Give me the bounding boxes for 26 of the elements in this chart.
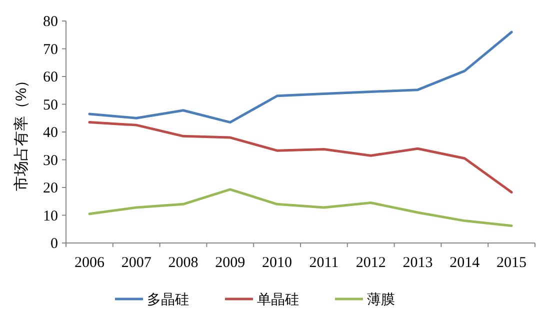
y-tick-label: 30 [43,152,58,169]
x-tick-label: 2011 [309,255,339,271]
legend-label: 单晶硅 [257,291,299,307]
y-tick-label: 40 [43,125,58,141]
y-tick-label: 50 [43,97,58,114]
y-tick-label: 60 [43,70,58,86]
y-tick-label: 70 [43,42,58,58]
y-tick-label: 10 [43,208,58,224]
x-tick-label: 2015 [496,255,527,271]
x-tick-label: 2006 [74,255,105,271]
y-tick-label: 20 [43,180,58,196]
x-tick-label: 2014 [450,255,480,271]
y-tick-label: 80 [43,14,58,30]
x-tick-label: 2013 [402,255,433,271]
x-tick-label: 2008 [168,255,198,271]
x-tick-label: 2010 [262,255,292,271]
line-series [88,30,513,124]
line-series [88,188,513,228]
y-tick-label: 0 [50,236,58,252]
y-axis-title: 市场占有率（%） [13,72,30,192]
legend-label: 多晶硅 [147,291,189,307]
x-tick-label: 2007 [121,255,152,271]
line-series [88,121,513,194]
legend-label: 薄膜 [367,291,395,307]
x-tick-label: 2012 [356,255,386,271]
x-tick-label: 2009 [215,255,246,271]
